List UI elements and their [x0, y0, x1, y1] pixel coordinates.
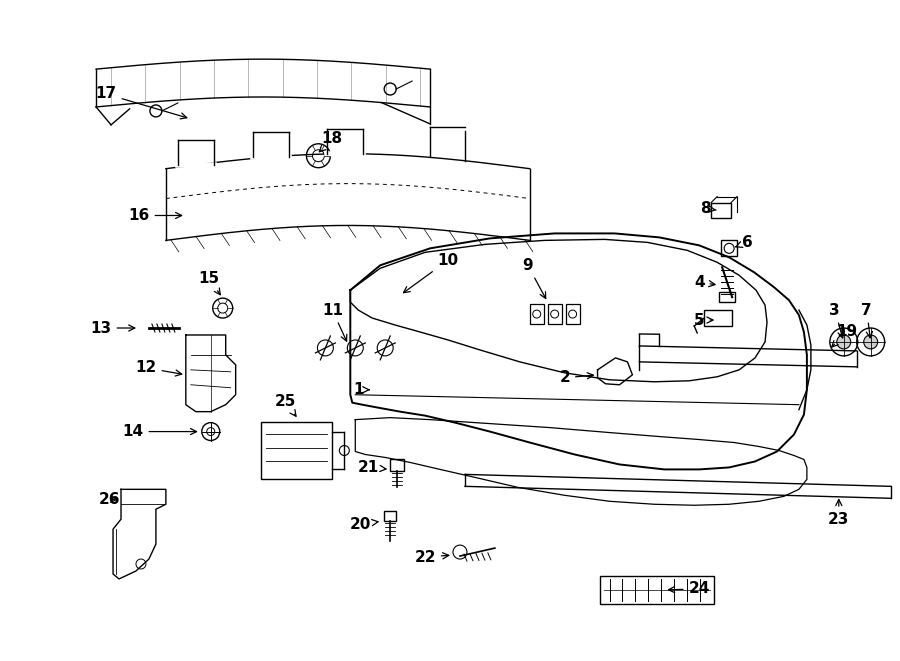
Text: 11: 11: [322, 303, 346, 341]
Text: 16: 16: [129, 208, 182, 223]
Text: 4: 4: [694, 275, 715, 290]
Circle shape: [864, 335, 878, 349]
Bar: [711, 202, 731, 219]
Bar: [599, 576, 715, 604]
Text: 10: 10: [403, 253, 459, 293]
Bar: [704, 310, 732, 326]
Text: 14: 14: [122, 424, 196, 439]
Bar: [391, 459, 404, 471]
Text: 24: 24: [669, 582, 710, 596]
Text: 7: 7: [861, 303, 872, 338]
Bar: [384, 511, 396, 521]
Text: 20: 20: [349, 517, 378, 531]
Text: 12: 12: [135, 360, 182, 376]
Text: 6: 6: [736, 235, 752, 250]
Bar: [565, 304, 580, 324]
Text: 17: 17: [95, 87, 187, 119]
Text: 19: 19: [832, 325, 858, 347]
Bar: [548, 304, 562, 324]
Text: 9: 9: [522, 258, 545, 299]
Text: 15: 15: [198, 271, 220, 295]
Text: 25: 25: [274, 394, 296, 416]
Text: 18: 18: [320, 132, 343, 152]
Bar: [719, 292, 735, 302]
Bar: [530, 304, 544, 324]
Text: 21: 21: [357, 460, 386, 475]
Text: 1: 1: [353, 382, 369, 397]
Text: 26: 26: [98, 492, 120, 507]
Text: 2: 2: [559, 370, 593, 385]
Text: 8: 8: [700, 201, 716, 216]
Circle shape: [837, 335, 850, 349]
Bar: [261, 422, 332, 479]
Text: 5: 5: [694, 313, 713, 328]
Bar: [721, 241, 737, 256]
Text: 13: 13: [91, 321, 135, 336]
Text: 3: 3: [830, 303, 844, 338]
Text: 23: 23: [828, 500, 850, 527]
Text: 22: 22: [414, 549, 449, 564]
